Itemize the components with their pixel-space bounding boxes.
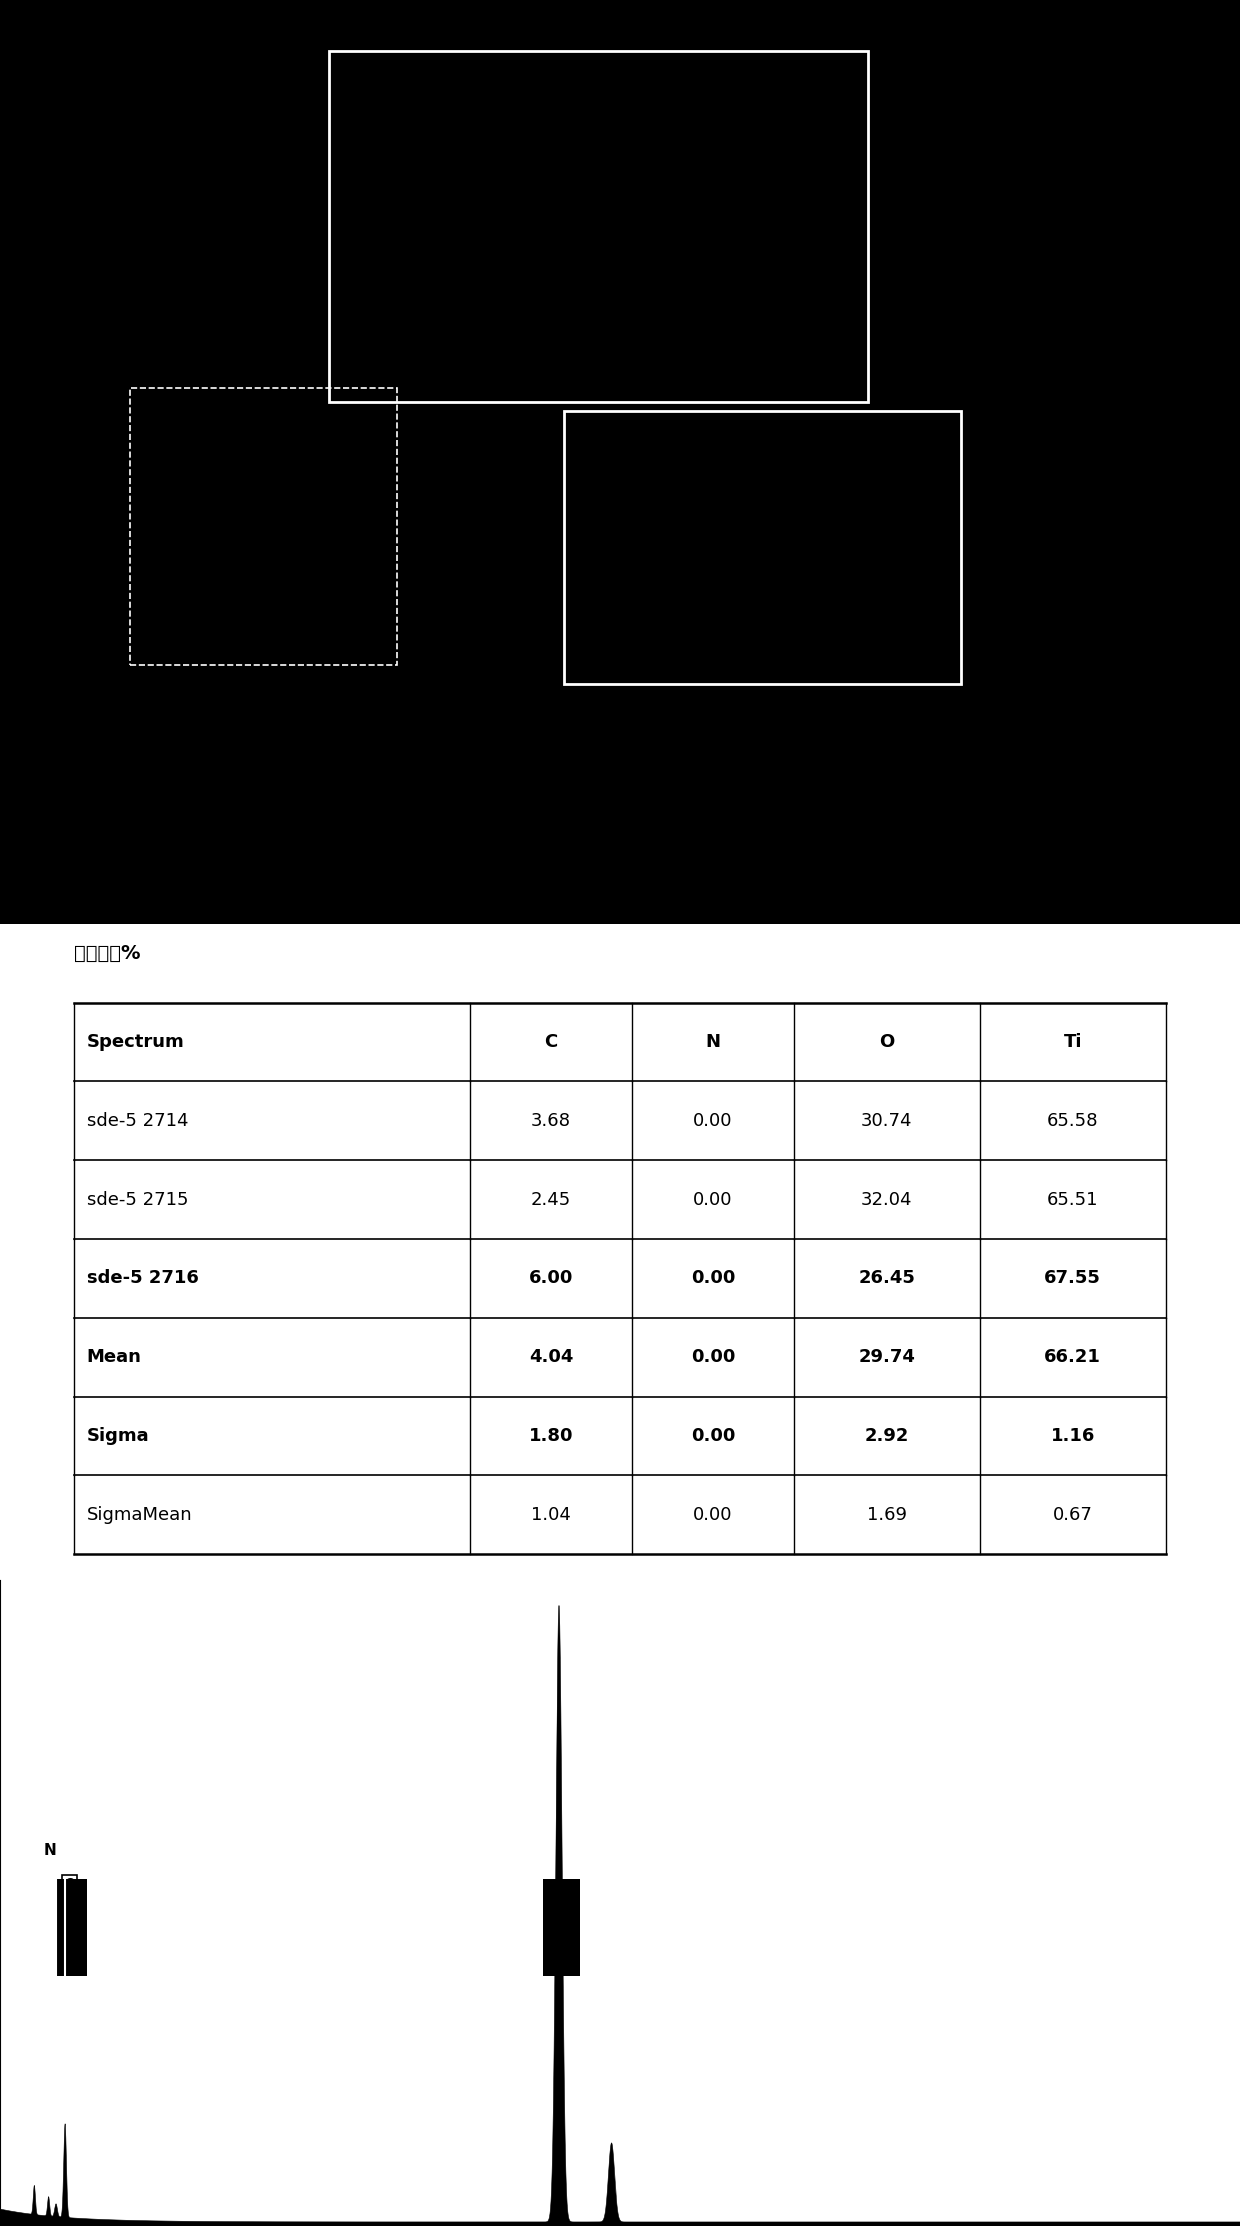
Text: sde-5 2716: sde-5 2716 [87, 1269, 198, 1287]
Text: 0.00: 0.00 [691, 1349, 735, 1367]
Text: O: O [64, 1877, 74, 1890]
Text: 1.80: 1.80 [528, 1427, 573, 1445]
Text: 26.45: 26.45 [858, 1269, 915, 1287]
Bar [564, 412, 961, 683]
Text: sde-5 2715: sde-5 2715 [87, 1191, 188, 1209]
Text: Ti: Ti [1064, 1033, 1083, 1051]
Text: 29.74: 29.74 [858, 1349, 915, 1367]
Text: 原子含量%: 原子含量% [74, 944, 141, 962]
Text: 30.74: 30.74 [861, 1111, 913, 1131]
Text: 0.00: 0.00 [693, 1505, 733, 1525]
Text: 0.00: 0.00 [691, 1427, 735, 1445]
Text: 1.16: 1.16 [1050, 1427, 1095, 1445]
Text: 65.51: 65.51 [1047, 1191, 1099, 1209]
Text: N: N [706, 1033, 720, 1051]
Bar [130, 387, 397, 666]
Text: 0.00: 0.00 [691, 1269, 735, 1287]
Text: 2.92: 2.92 [864, 1427, 909, 1445]
Text: O: O [879, 1033, 894, 1051]
Bar [543, 1879, 580, 1977]
Bar [329, 51, 868, 403]
Text: 0.67: 0.67 [1053, 1505, 1092, 1525]
Text: sde-5 2714: sde-5 2714 [87, 1111, 188, 1131]
Text: 0.00: 0.00 [693, 1191, 733, 1209]
Text: Mean: Mean [87, 1349, 141, 1367]
Text: 6.00: 6.00 [529, 1269, 573, 1287]
Text: 1.04: 1.04 [531, 1505, 570, 1525]
Text: C: C [544, 1033, 558, 1051]
Text: SigmaMean: SigmaMean [87, 1505, 192, 1525]
Text: N: N [43, 1843, 56, 1859]
Text: 67.55: 67.55 [1044, 1269, 1101, 1287]
Text: Spectrum: Spectrum [87, 1033, 185, 1051]
Text: 4.04: 4.04 [529, 1349, 573, 1367]
Bar [55, 1879, 87, 1977]
Text: Sigma: Sigma [87, 1427, 150, 1445]
Text: 2.45: 2.45 [531, 1191, 572, 1209]
Text: 0.00: 0.00 [693, 1111, 733, 1131]
Text: 65.58: 65.58 [1047, 1111, 1099, 1131]
Text: 32.04: 32.04 [861, 1191, 913, 1209]
Text: 66.21: 66.21 [1044, 1349, 1101, 1367]
Text: 1.69: 1.69 [867, 1505, 906, 1525]
Text: 3.68: 3.68 [531, 1111, 572, 1131]
